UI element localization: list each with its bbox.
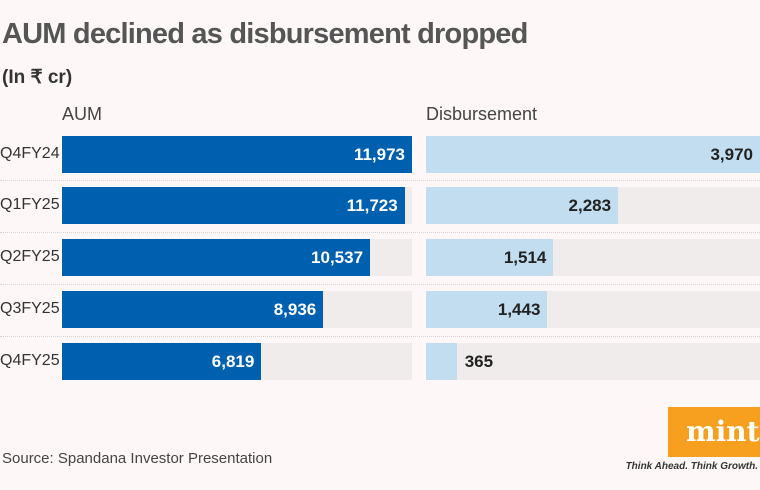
aum-bar [62,343,262,380]
disbursement-column-header: Disbursement [426,104,538,124]
disbursement-bar [426,343,457,380]
row-separator [0,232,760,233]
source-note: Source: Spandana Investor Presentation [2,450,273,467]
data-label: 10,537 [311,248,364,267]
category-label: Q4FY24 [0,145,60,162]
aum-bar [62,291,324,328]
category-label: Q2FY25 [0,248,60,265]
aum-bar [62,187,405,224]
data-label: 6,819 [211,352,255,371]
disbursement-bar [426,187,619,224]
row-separator [0,336,760,337]
logo-tagline: Think Ahead. Think Growth. [625,461,758,472]
bar-track [426,343,760,380]
row-separator [0,180,760,181]
data-label: 8,936 [273,300,317,319]
logo-text: mint [686,415,760,448]
category-label: Q4FY25 [0,352,60,369]
chart-title: AUM declined as disbursement dropped [2,18,528,50]
data-label: 11,723 [346,196,398,215]
data-label: 1,443 [497,300,541,319]
aum-bar [62,136,412,173]
data-label: 1,514 [503,248,547,267]
aum-column-header: AUM [62,104,102,124]
aum-bar [62,239,371,276]
category-label: Q3FY25 [0,300,60,317]
category-label: Q1FY25 [0,196,60,213]
data-label: 3,970 [710,145,753,164]
row-separator [0,284,760,285]
data-label: 2,283 [568,196,612,215]
disbursement-bar [426,291,548,328]
disbursement-bar [426,239,554,276]
disbursement-bar [426,136,760,173]
chart-subtitle: (In ₹ cr) [2,67,73,88]
mint-logo: mint [668,407,760,457]
data-label: 11,973 [353,145,405,164]
data-label: 365 [464,352,494,371]
